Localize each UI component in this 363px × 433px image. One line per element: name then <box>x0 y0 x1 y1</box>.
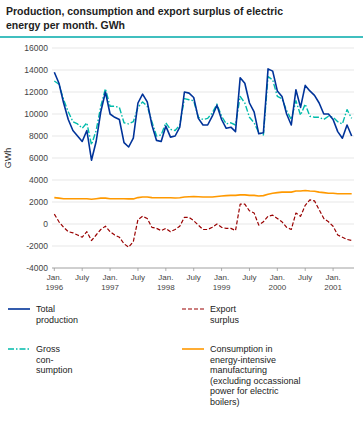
x-tick-label: Jan.2000 <box>268 273 286 292</box>
legend-swatch <box>8 308 30 310</box>
grid-line <box>52 268 354 269</box>
grid-line <box>52 246 354 247</box>
legend: Totalproduction Exportsurplus Grosscon-sum… <box>8 304 301 407</box>
x-tick <box>193 268 194 271</box>
x-tick-label: July <box>242 273 256 282</box>
y-tick-label: 12000 <box>24 87 48 97</box>
legend-swatch <box>182 348 204 350</box>
x-tick <box>249 268 250 271</box>
x-tick-label: Jan.1998 <box>157 273 175 292</box>
x-tick-label: July <box>187 273 201 282</box>
x-tick <box>82 268 83 271</box>
x-tick-label: Jan.2001 <box>324 273 342 292</box>
x-tick <box>221 268 222 271</box>
y-tick-label: 6000 <box>29 153 48 163</box>
subtitle: energy per month. GWh <box>6 19 125 31</box>
x-tick <box>54 268 55 271</box>
legend-swatch <box>182 308 204 309</box>
legend-swatch <box>8 348 30 349</box>
y-tick-label: 14000 <box>24 65 48 75</box>
x-tick-label: Jan.1997 <box>101 273 119 292</box>
separator <box>0 36 363 38</box>
x-tick-label: July <box>131 273 145 282</box>
chart: Production, consumption and export surpl… <box>0 0 363 433</box>
grid-line <box>52 224 354 225</box>
y-tick-label: 16000 <box>24 43 48 53</box>
x-tick-label: Jan.1999 <box>213 273 231 292</box>
y-tick-label: 4000 <box>29 175 48 185</box>
legend-label: Exportsurplus <box>210 304 240 325</box>
series-line <box>54 200 351 247</box>
series-line <box>54 69 351 160</box>
x-tick <box>110 268 111 271</box>
x-tick <box>165 268 166 271</box>
grid-line <box>52 180 354 181</box>
legend-label: Consumption inenergy-intensivemanufactur… <box>210 344 301 407</box>
y-tick-label: 0 <box>43 219 48 229</box>
x-tick <box>277 268 278 271</box>
x-tick <box>333 268 334 271</box>
x-tick-label: July <box>75 273 89 282</box>
grid-line <box>52 158 354 159</box>
x-tick <box>137 268 138 271</box>
x-axis-line <box>52 268 354 269</box>
grid-line <box>52 70 354 71</box>
y-tick-label: -2000 <box>26 241 48 251</box>
lines <box>54 69 351 247</box>
y-axis-label: GWh <box>3 148 13 169</box>
legend-label: Grosscon-sumption <box>36 344 73 375</box>
grid-line <box>52 92 354 93</box>
x-tick-label: July <box>298 273 312 282</box>
y-tick-label: -4000 <box>26 263 48 273</box>
legend-label: Totalproduction <box>36 304 78 325</box>
y-tick-label: 10000 <box>24 109 48 119</box>
title: Production, consumption and export surpl… <box>6 5 283 17</box>
y-tick-label: 8000 <box>29 131 48 141</box>
x-tick-label: Jan.1996 <box>45 273 63 292</box>
y-tick-label: 2000 <box>29 197 48 207</box>
x-tick <box>305 268 306 271</box>
series-line <box>54 190 351 199</box>
grid-line <box>52 48 354 49</box>
grid <box>52 48 354 268</box>
